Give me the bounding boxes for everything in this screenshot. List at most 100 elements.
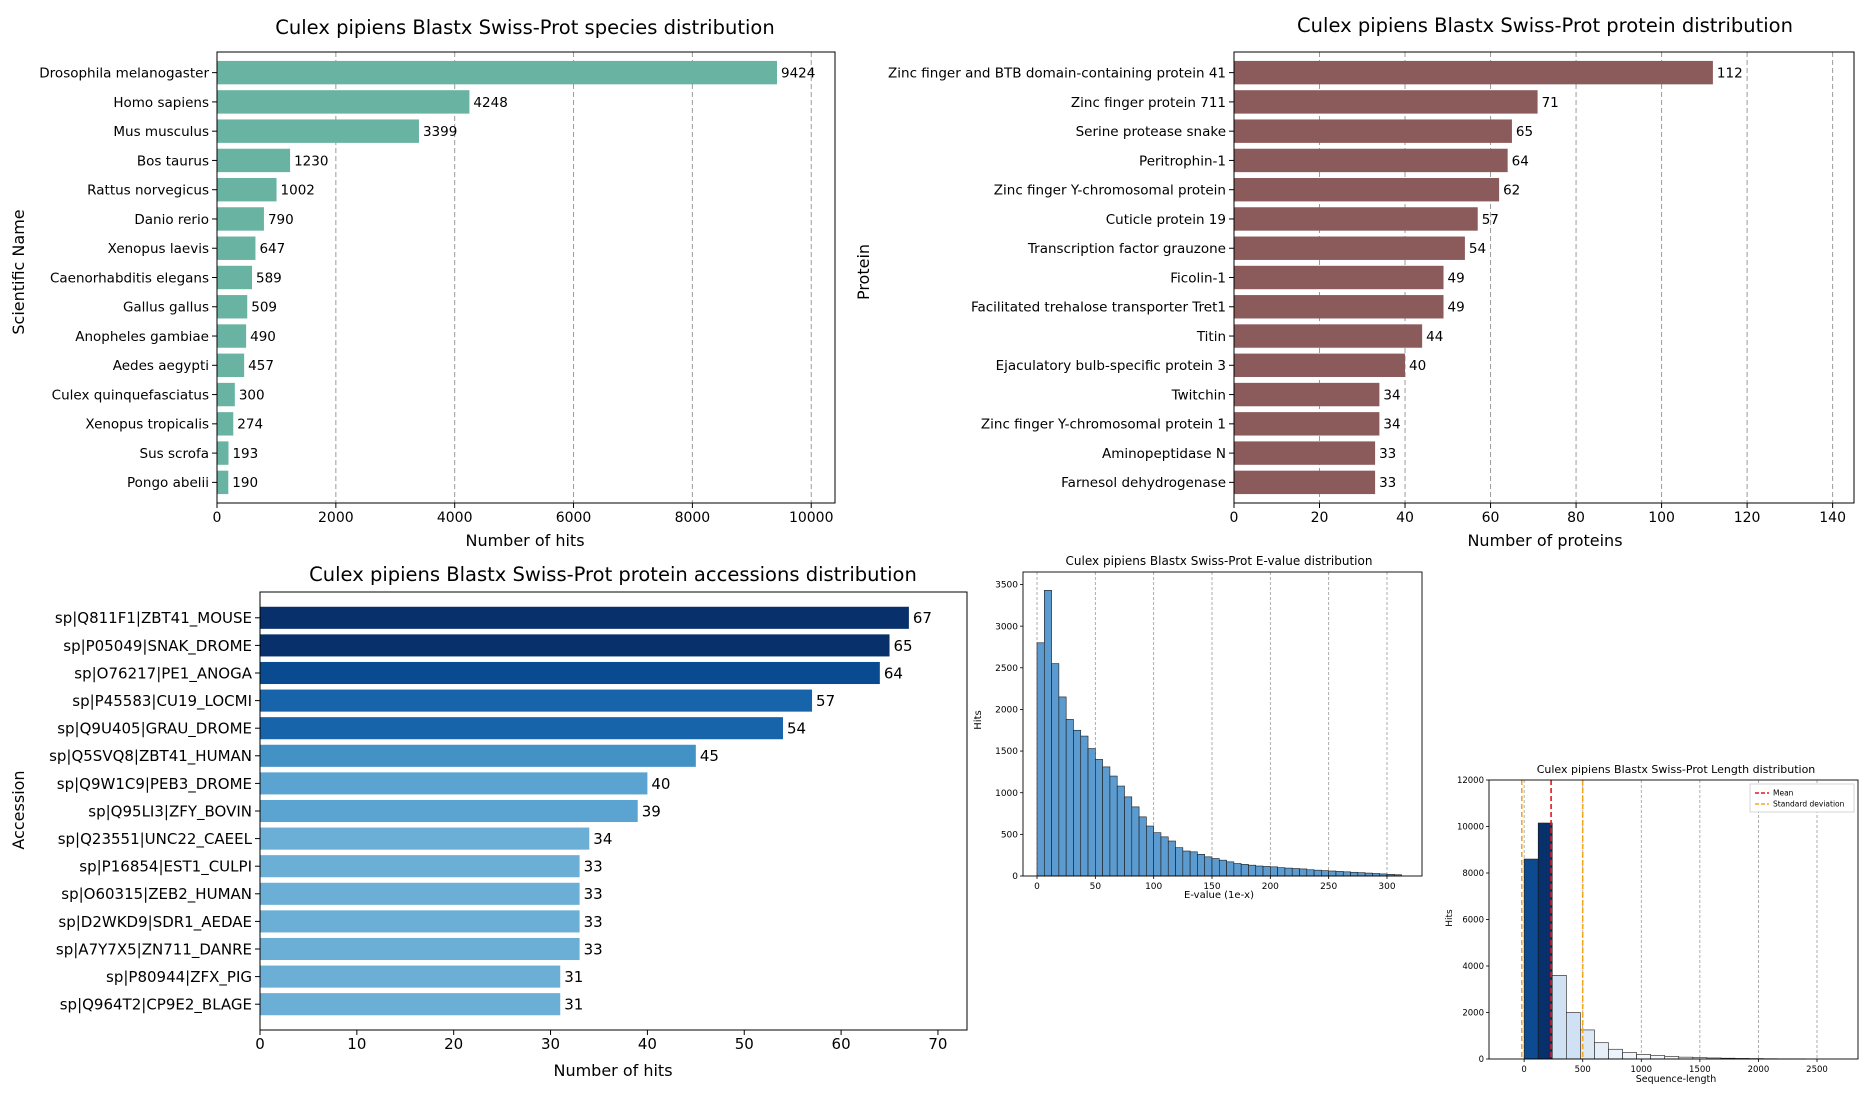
x-tick-label: 40 xyxy=(1396,510,1414,526)
y-tick-label: sp|Q5SVQ8|ZBT41_HUMAN xyxy=(49,747,252,766)
histogram-bar xyxy=(1109,775,1118,877)
y-tick-label: sp|P45583|CU19_LOCMI xyxy=(72,692,252,711)
bar xyxy=(260,717,783,740)
legend-sd-label: Standard deviation xyxy=(1773,800,1845,809)
histogram-bar xyxy=(1262,866,1271,877)
y-tick-label: Danio rerio xyxy=(134,212,209,228)
bar xyxy=(217,470,229,495)
length-chart-xlabel: Sequence-length xyxy=(1636,1074,1717,1085)
histogram-bar xyxy=(1551,974,1567,1060)
y-tick-label: sp|O76217|PE1_ANOGA xyxy=(74,664,252,683)
bar-value-label: 33 xyxy=(1379,446,1396,462)
y-tick-label: Ejaculatory bulb-specific protein 3 xyxy=(996,358,1226,374)
x-tick-label: 4000 xyxy=(437,510,473,526)
x-tick-label: 6000 xyxy=(556,510,592,526)
y-tick-label: 10000 xyxy=(1457,822,1484,832)
histogram-bar xyxy=(1255,865,1264,877)
protein-chart: Culex pipiens Blastx Swiss-Prot protein … xyxy=(854,14,1855,550)
bar-value-label: 34 xyxy=(593,830,612,848)
bar-value-label: 71 xyxy=(1542,95,1559,111)
histogram-bar xyxy=(1218,859,1227,877)
accession-chart: Culex pipiens Blastx Swiss-Prot protein … xyxy=(9,563,968,1080)
protein-chart-ylabel: Protein xyxy=(854,244,873,300)
bar-value-label: 457 xyxy=(248,358,274,374)
x-tick-label: 80 xyxy=(1567,510,1585,526)
histogram-bar xyxy=(1167,840,1176,877)
bar-value-label: 33 xyxy=(1379,475,1396,491)
bar xyxy=(1234,265,1444,290)
histogram-bar xyxy=(1102,766,1111,877)
bar xyxy=(1234,353,1406,378)
y-tick-label: Rattus norvegicus xyxy=(87,183,209,199)
x-tick-label: 120 xyxy=(1734,510,1761,526)
bar xyxy=(260,772,648,795)
histogram-bar xyxy=(1080,735,1089,877)
y-tick-label: Aedes aegypti xyxy=(113,358,209,374)
bar-value-label: 39 xyxy=(642,802,661,820)
bar-value-label: 31 xyxy=(564,996,583,1014)
histogram-bar xyxy=(1350,871,1359,877)
histogram-bar xyxy=(1204,856,1213,877)
x-tick-label: 1500 xyxy=(1689,1065,1711,1075)
bar-value-label: 40 xyxy=(651,775,670,793)
length-chart: Culex pipiens Blastx Swiss-Prot Length d… xyxy=(1445,763,1859,1085)
bar-value-label: 49 xyxy=(1448,300,1465,316)
histogram-bar xyxy=(1175,847,1184,877)
bar-value-label: 4248 xyxy=(473,95,507,111)
x-tick-label: 10000 xyxy=(789,510,834,526)
x-tick-label: 300 xyxy=(1378,882,1395,892)
histogram-bar xyxy=(1124,796,1133,877)
bar xyxy=(260,744,696,767)
y-tick-label: Aminopeptidase N xyxy=(1102,446,1226,462)
y-tick-label: Drosophila melanogaster xyxy=(39,65,209,81)
y-tick-label: 0 xyxy=(1479,1055,1484,1065)
bar xyxy=(217,295,248,319)
bar xyxy=(1234,412,1380,436)
x-tick-label: 150 xyxy=(1203,882,1220,892)
x-tick-label: 20 xyxy=(1311,510,1329,526)
y-tick-label: 2500 xyxy=(995,664,1018,674)
species-chart-title: Culex pipiens Blastx Swiss-Prot species … xyxy=(275,16,774,39)
histogram-bar xyxy=(1131,806,1140,877)
bar xyxy=(260,799,638,823)
bar-value-label: 54 xyxy=(1469,241,1486,257)
evalue-chart: Culex pipiens Blastx Swiss-Prot E-value … xyxy=(973,554,1423,901)
bar xyxy=(260,910,580,933)
y-tick-label: sp|Q9U405|GRAU_DROME xyxy=(57,720,252,739)
histogram-bar xyxy=(1189,851,1198,877)
x-tick-label: 0 xyxy=(255,1035,265,1053)
bar xyxy=(1234,295,1444,319)
bar xyxy=(260,882,580,905)
bar-value-label: 65 xyxy=(894,637,913,655)
y-tick-label: sp|Q964T2|CP9E2_BLAGE xyxy=(60,996,252,1015)
bar xyxy=(217,382,235,407)
plot-frame xyxy=(1233,51,1855,504)
histogram-bar xyxy=(1321,870,1329,877)
x-tick-label: 0 xyxy=(1521,1065,1526,1075)
histogram-bar xyxy=(1138,816,1147,877)
histogram-bar xyxy=(1537,822,1553,1060)
histogram-bar xyxy=(1636,1054,1651,1060)
y-tick-label: 1000 xyxy=(995,789,1018,799)
y-tick-label: Twitchin xyxy=(1171,387,1226,403)
bar-value-label: 112 xyxy=(1717,65,1743,81)
bar-value-label: 1002 xyxy=(281,183,315,199)
y-tick-label: sp|A7Y7X5|ZN711_DANRE xyxy=(56,940,252,959)
length-chart-title: Culex pipiens Blastx Swiss-Prot Length d… xyxy=(1537,763,1816,776)
bar-value-label: 190 xyxy=(232,475,258,491)
histogram-bar xyxy=(1240,864,1249,877)
bar xyxy=(1234,324,1423,348)
bar-value-label: 34 xyxy=(1383,417,1400,433)
histogram-bar xyxy=(1226,861,1235,877)
x-tick-label: 10 xyxy=(347,1035,366,1053)
histogram-bar xyxy=(1284,867,1293,877)
bar-value-label: 57 xyxy=(1482,212,1499,228)
bar xyxy=(1234,177,1500,202)
bar-value-label: 49 xyxy=(1448,270,1465,286)
y-tick-label: Zinc finger protein 711 xyxy=(1071,95,1226,111)
histogram-bar xyxy=(1342,871,1351,877)
histogram-bar xyxy=(1306,869,1315,877)
histogram-bar xyxy=(1233,863,1242,877)
bar xyxy=(1234,441,1376,465)
histogram-bar xyxy=(1650,1055,1666,1060)
